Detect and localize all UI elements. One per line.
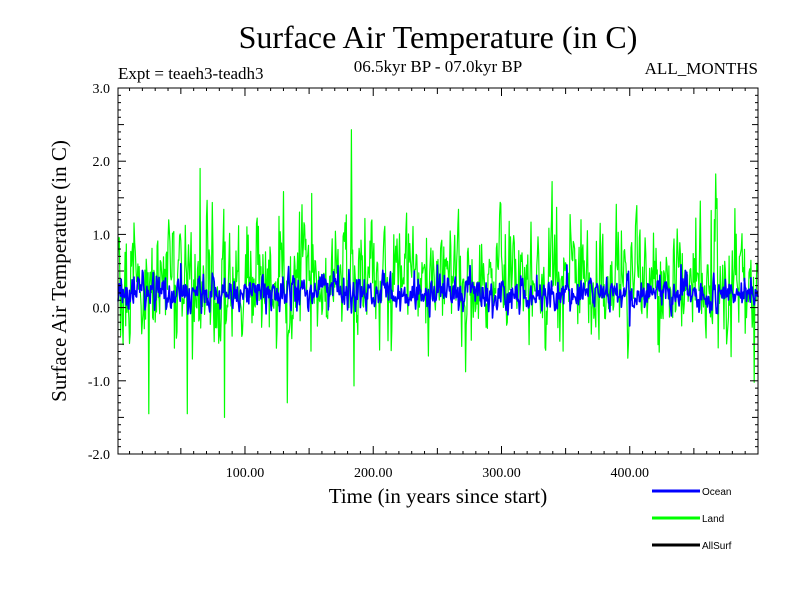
- period-label: 06.5kyr BP - 07.0kyr BP: [354, 57, 522, 76]
- x-tick-label: 400.00: [610, 466, 649, 481]
- x-axis-label: Time (in years since start): [329, 484, 548, 508]
- series-land-line: [117, 129, 759, 418]
- legend-label-allsurf: AllSurf: [702, 541, 732, 552]
- series-layer: [117, 129, 759, 418]
- months-label: ALL_MONTHS: [645, 59, 758, 78]
- legend: Ocean Land AllSurf: [652, 487, 732, 552]
- y-tick-label: 3.0: [93, 82, 111, 97]
- legend-label-land: Land: [702, 514, 724, 525]
- y-tick-label: 0.0: [93, 302, 111, 317]
- x-tick-label: 100.00: [226, 466, 265, 481]
- y-axis-label: Surface Air Temperature (in C): [47, 140, 71, 402]
- x-tick-label: 200.00: [354, 466, 393, 481]
- tick-layer: 3.0 2.0 1.0 0.0 -1.0 -2.0 100.00 200.00 300.00 40…: [88, 82, 759, 481]
- y-tick-label: 2.0: [93, 155, 111, 170]
- experiment-label: Expt = teaeh3-teadh3: [118, 64, 264, 83]
- series-ocean-line: [117, 262, 759, 327]
- x-tick-label: 300.00: [482, 466, 521, 481]
- chart-title: Surface Air Temperature (in C): [239, 19, 638, 55]
- legend-label-ocean: Ocean: [702, 487, 731, 498]
- y-tick-label: -2.0: [88, 448, 110, 463]
- y-tick-label: -1.0: [88, 375, 110, 390]
- y-tick-label: 1.0: [93, 228, 111, 243]
